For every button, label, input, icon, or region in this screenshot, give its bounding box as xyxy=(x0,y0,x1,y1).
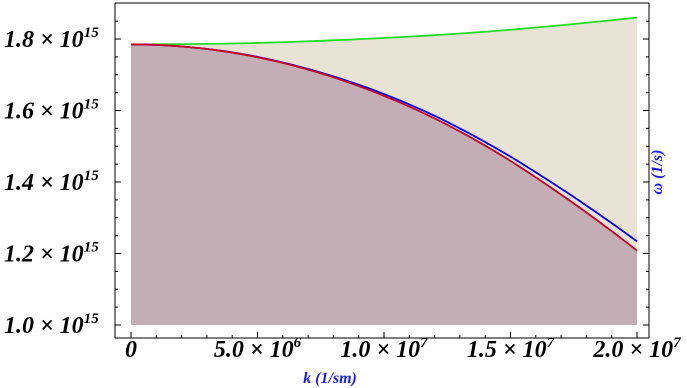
x-axis-label: k (1/sm) xyxy=(303,370,357,387)
y-tick-label: 1.4 × 1015 xyxy=(4,168,99,196)
x-tick-label: 1.5 × 107 xyxy=(467,335,555,363)
fill-regions xyxy=(131,17,637,325)
lower-region-fill xyxy=(131,44,637,325)
x-tick-label: 0 xyxy=(125,337,137,363)
x-tick-label: 1.0 × 107 xyxy=(340,335,428,363)
green-upper-curve xyxy=(130,16,638,46)
y-tick-label: 1.6 × 1015 xyxy=(4,97,99,125)
x-tick-label: 2.0 × 107 xyxy=(592,335,681,363)
y-axis-label: ω (1/s) xyxy=(649,150,666,195)
red-curve xyxy=(130,43,638,252)
x-axis-ticks: 0 5.0 × 106 1.0 × 107 1.5 × 107 2.0 × 107 xyxy=(125,332,681,363)
y-tick-label: 1.2 × 1015 xyxy=(4,240,99,268)
y-axis-ticks: 1.0 × 1015 1.2 × 1015 1.4 × 1015 1.6 × 1015… xyxy=(4,20,649,339)
y-tick-label: 1.8 × 1015 xyxy=(4,25,99,53)
upper-band-fill xyxy=(131,17,637,251)
y-tick-label: 1.0 × 1015 xyxy=(4,311,99,339)
plot-frame xyxy=(114,2,650,339)
x-tick-label: 5.0 × 106 xyxy=(214,335,302,363)
series-lines xyxy=(130,16,638,252)
